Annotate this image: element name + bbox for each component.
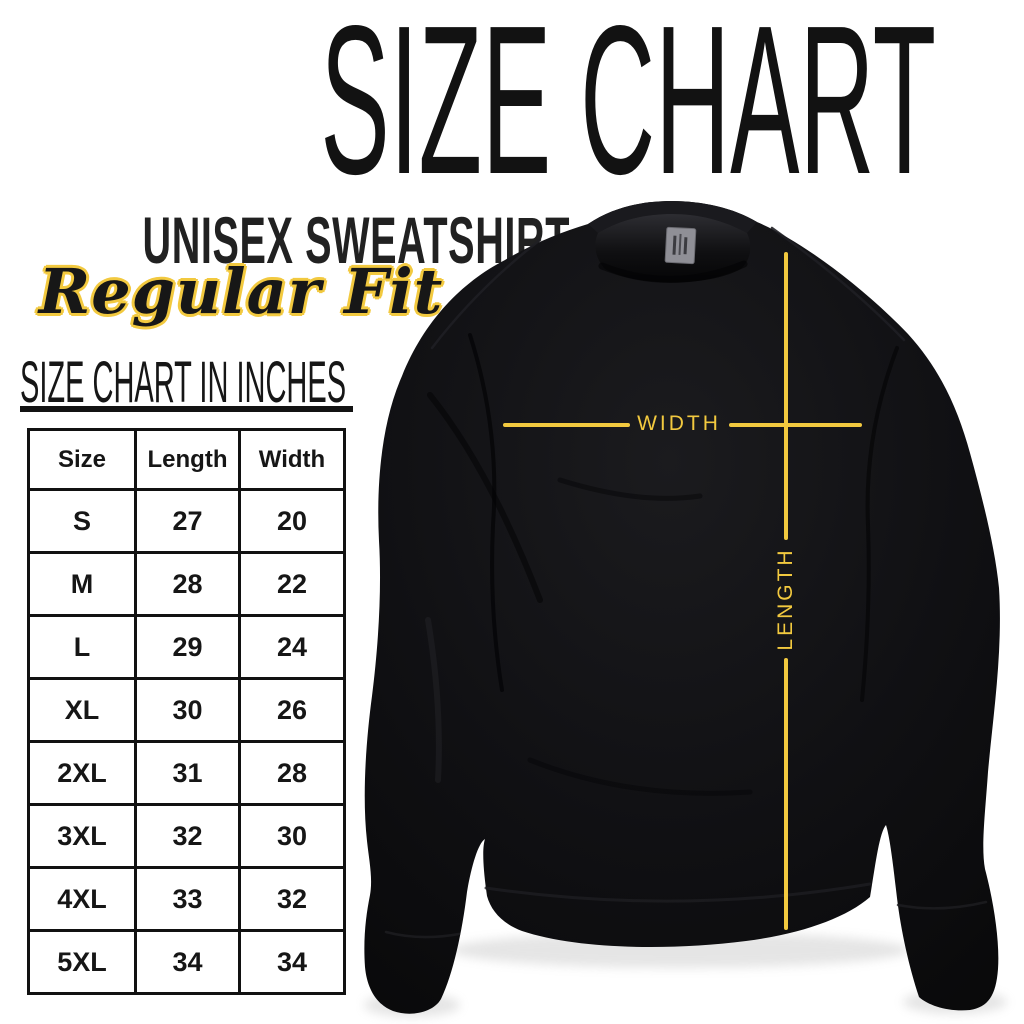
table-row: XL 30 26 [27,677,346,743]
table-cell: 22 [238,551,346,617]
table-heading-wrap: SIZE CHART IN INCHES [20,354,672,412]
table-row: 5XL 34 34 [27,929,346,995]
fit-type-wrap: Regular Fit [0,255,482,328]
product-name-wrap: UNISEX SWEATSHIRT [0,207,569,273]
table-cell: 24 [238,614,346,680]
length-measure-line-top [784,252,788,540]
column-header-size: Size [27,428,137,491]
size-table-body: S 27 20 M 28 22 L 29 24 XL 30 26 2XL 31 28 3XL 32 30 4XL 33… [27,488,346,995]
length-measure-label: LENGTH [774,547,797,651]
table-cell: L [27,614,137,680]
table-cell: 27 [134,488,241,554]
table-cell: 28 [238,740,346,806]
collar-band [588,201,757,233]
table-cell: 20 [238,488,346,554]
fit-type: Regular Fit [38,255,444,328]
page-title-wrap: SIZE CHART [0,0,1014,206]
table-cell: 28 [134,551,241,617]
collar-front-shadow [598,260,748,283]
table-cell: 31 [134,740,241,806]
table-cell: S [27,488,137,554]
table-heading-underline [20,406,353,412]
table-cell: 4XL [27,866,137,932]
table-row: M 28 22 [27,551,346,617]
table-cell: 32 [238,866,346,932]
table-row: L 29 24 [27,614,346,680]
table-cell: 30 [134,677,241,743]
table-row: S 27 20 [27,488,346,554]
sweatshirt-image [364,201,1007,1017]
fabric-folds [384,226,988,939]
column-header-width: Width [238,428,346,491]
table-cell: 34 [238,929,346,995]
table-heading: SIZE CHART IN INCHES [20,350,347,415]
table-cell: 34 [134,929,241,995]
width-measure-line-left [503,423,630,427]
table-cell: 32 [134,803,241,869]
length-measure-line-bottom [784,658,788,930]
table-row: 3XL 32 30 [27,803,346,869]
table-cell: XL [27,677,137,743]
column-header-length: Length [134,428,241,491]
table-cell: 29 [134,614,241,680]
table-row: 2XL 31 28 [27,740,346,806]
width-measure-line-right [729,423,862,427]
table-cell: 26 [238,677,346,743]
table-cell: M [27,551,137,617]
table-cell: 3XL [27,803,137,869]
page-title: SIZE CHART [320,0,937,218]
table-cell: 30 [238,803,346,869]
collar-brand-tag-icon [664,226,697,265]
width-measure-label: WIDTH [637,412,721,435]
size-table: Size Length Width S 27 20 M 28 22 L 29 24 XL 30 26 2… [27,428,346,995]
table-header-row: Size Length Width [27,428,346,491]
sweatshirt-body [364,201,1000,1014]
table-cell: 5XL [27,929,137,995]
table-cell: 2XL [27,740,137,806]
table-cell: 33 [134,866,241,932]
product-name: UNISEX SWEATSHIRT [142,203,570,277]
table-row: 4XL 33 32 [27,866,346,932]
